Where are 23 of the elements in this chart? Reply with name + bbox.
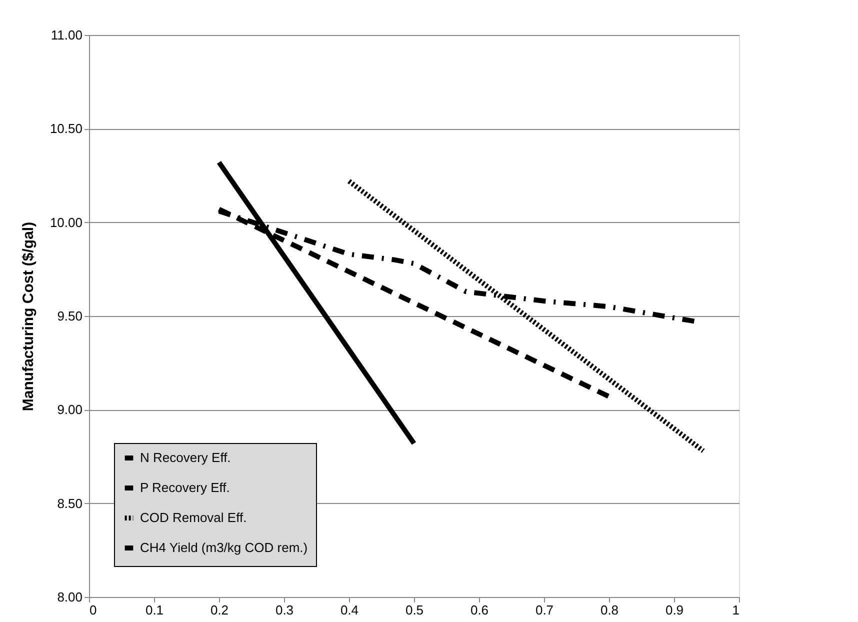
x-tick-label: 0.2 bbox=[210, 602, 229, 618]
x-tick-label: 0.9 bbox=[665, 602, 684, 618]
y-tick-label: 8.00 bbox=[57, 590, 82, 604]
x-tick-label: 0.1 bbox=[145, 602, 164, 618]
y-tick-label: 11.00 bbox=[50, 28, 82, 42]
y-tick-label: 10.00 bbox=[50, 214, 82, 230]
x-tick-label: 0 bbox=[90, 602, 97, 618]
x-tick-label: 0.7 bbox=[535, 602, 554, 618]
y-axis-title: Manufacturing Cost ($/gal) bbox=[20, 222, 37, 412]
legend-label: COD Removal Eff. bbox=[140, 510, 247, 525]
legend-label: CH4 Yield (m3/kg COD rem.) bbox=[140, 540, 308, 555]
y-tick-label: 8.50 bbox=[57, 496, 82, 511]
x-tick-label: 0.4 bbox=[340, 602, 359, 618]
x-tick-label: 0.8 bbox=[600, 602, 619, 618]
y-tick-label: 9.50 bbox=[57, 308, 82, 324]
legend-label: N Recovery Eff. bbox=[140, 450, 231, 465]
x-tick-label: 0.3 bbox=[275, 602, 294, 618]
x-tick-label: 1 bbox=[732, 602, 740, 618]
y-tick-label: 9.00 bbox=[57, 402, 82, 418]
x-tick-label: 0.5 bbox=[405, 602, 424, 618]
x-tick-label: 0.6 bbox=[470, 602, 489, 618]
legend-label: P Recovery Eff. bbox=[140, 480, 230, 495]
y-tick-label: 10.50 bbox=[50, 121, 82, 136]
